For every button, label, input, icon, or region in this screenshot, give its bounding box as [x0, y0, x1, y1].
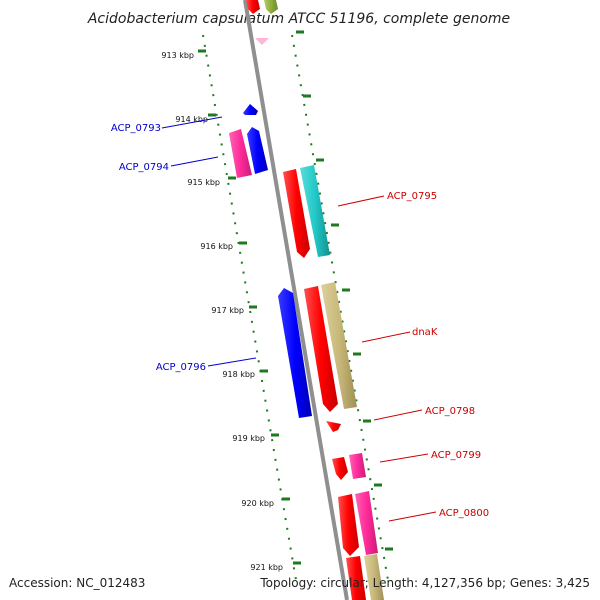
genome-backbone: [243, 0, 349, 600]
label-acp0795[interactable]: ACP_0795: [387, 191, 437, 202]
gene-dnak-red: [304, 286, 338, 412]
accession-text: Accession: NC_012483: [9, 576, 145, 590]
tick-marks: [198, 30, 393, 565]
gene-acp0795: [300, 165, 330, 257]
tick-label-917: 917 kbp: [211, 306, 244, 315]
gene-bottom-red: [346, 556, 366, 600]
tick-label-919: 919 kbp: [232, 434, 265, 443]
leader-acp0796: [207, 357, 257, 367]
gene-acp0800-red: [338, 494, 359, 556]
tick-label-914: 914 kbp: [175, 115, 208, 124]
tick-label-913: 913 kbp: [161, 51, 194, 60]
outer-dotted-ring: [291, 34, 389, 581]
map-title: Acidobacterium capsulatum ATCC 51196, co…: [87, 11, 510, 27]
tick-label-921: 921 kbp: [250, 563, 283, 572]
topology-text: Topology: circular; Length: 4,127,356 bp…: [259, 576, 590, 590]
gene-acp0795-red: [283, 169, 310, 258]
tick-label-915: 915 kbp: [187, 178, 220, 187]
tick-label-916: 916 kbp: [200, 242, 233, 251]
gene-acp0793-small: [243, 104, 258, 115]
label-acp0794[interactable]: ACP_0794: [119, 162, 169, 173]
gene-dnak: [321, 282, 357, 409]
tick-label-918: 918 kbp: [222, 370, 255, 379]
leader-acp0795: [337, 195, 385, 207]
label-acp0800[interactable]: ACP_0800: [439, 508, 489, 519]
gene-top-red: [246, 0, 260, 14]
leader-acp0799: [379, 453, 429, 463]
gene-acp0799-red: [332, 457, 348, 480]
leader-acp0793: [161, 116, 223, 129]
label-acp0798[interactable]: ACP_0798: [425, 406, 475, 417]
label-acp0796[interactable]: ACP_0796: [156, 362, 206, 373]
leader-acp0798: [373, 409, 423, 421]
gene-bottom-khaki: [364, 554, 384, 600]
tick-label-920: 920 kbp: [241, 499, 274, 508]
gene-acp0798: [326, 421, 341, 432]
gene-acp0800: [355, 491, 378, 555]
label-acp0793[interactable]: ACP_0793: [111, 123, 161, 134]
leader-acp0794: [170, 156, 219, 167]
gene-acp0799: [349, 453, 366, 479]
leader-acp0800: [388, 511, 437, 522]
label-acp0799[interactable]: ACP_0799: [431, 450, 481, 461]
gene-top-olive: [264, 0, 278, 14]
inner-dotted-ring: [202, 34, 297, 581]
leader-dnak: [361, 331, 411, 343]
label-dnak[interactable]: dnaK: [412, 327, 438, 338]
gene-acp0794: [247, 127, 268, 174]
gene-acp0793: [229, 129, 252, 178]
gene-top-pink: [255, 38, 269, 45]
gene-acp0796: [278, 288, 312, 418]
